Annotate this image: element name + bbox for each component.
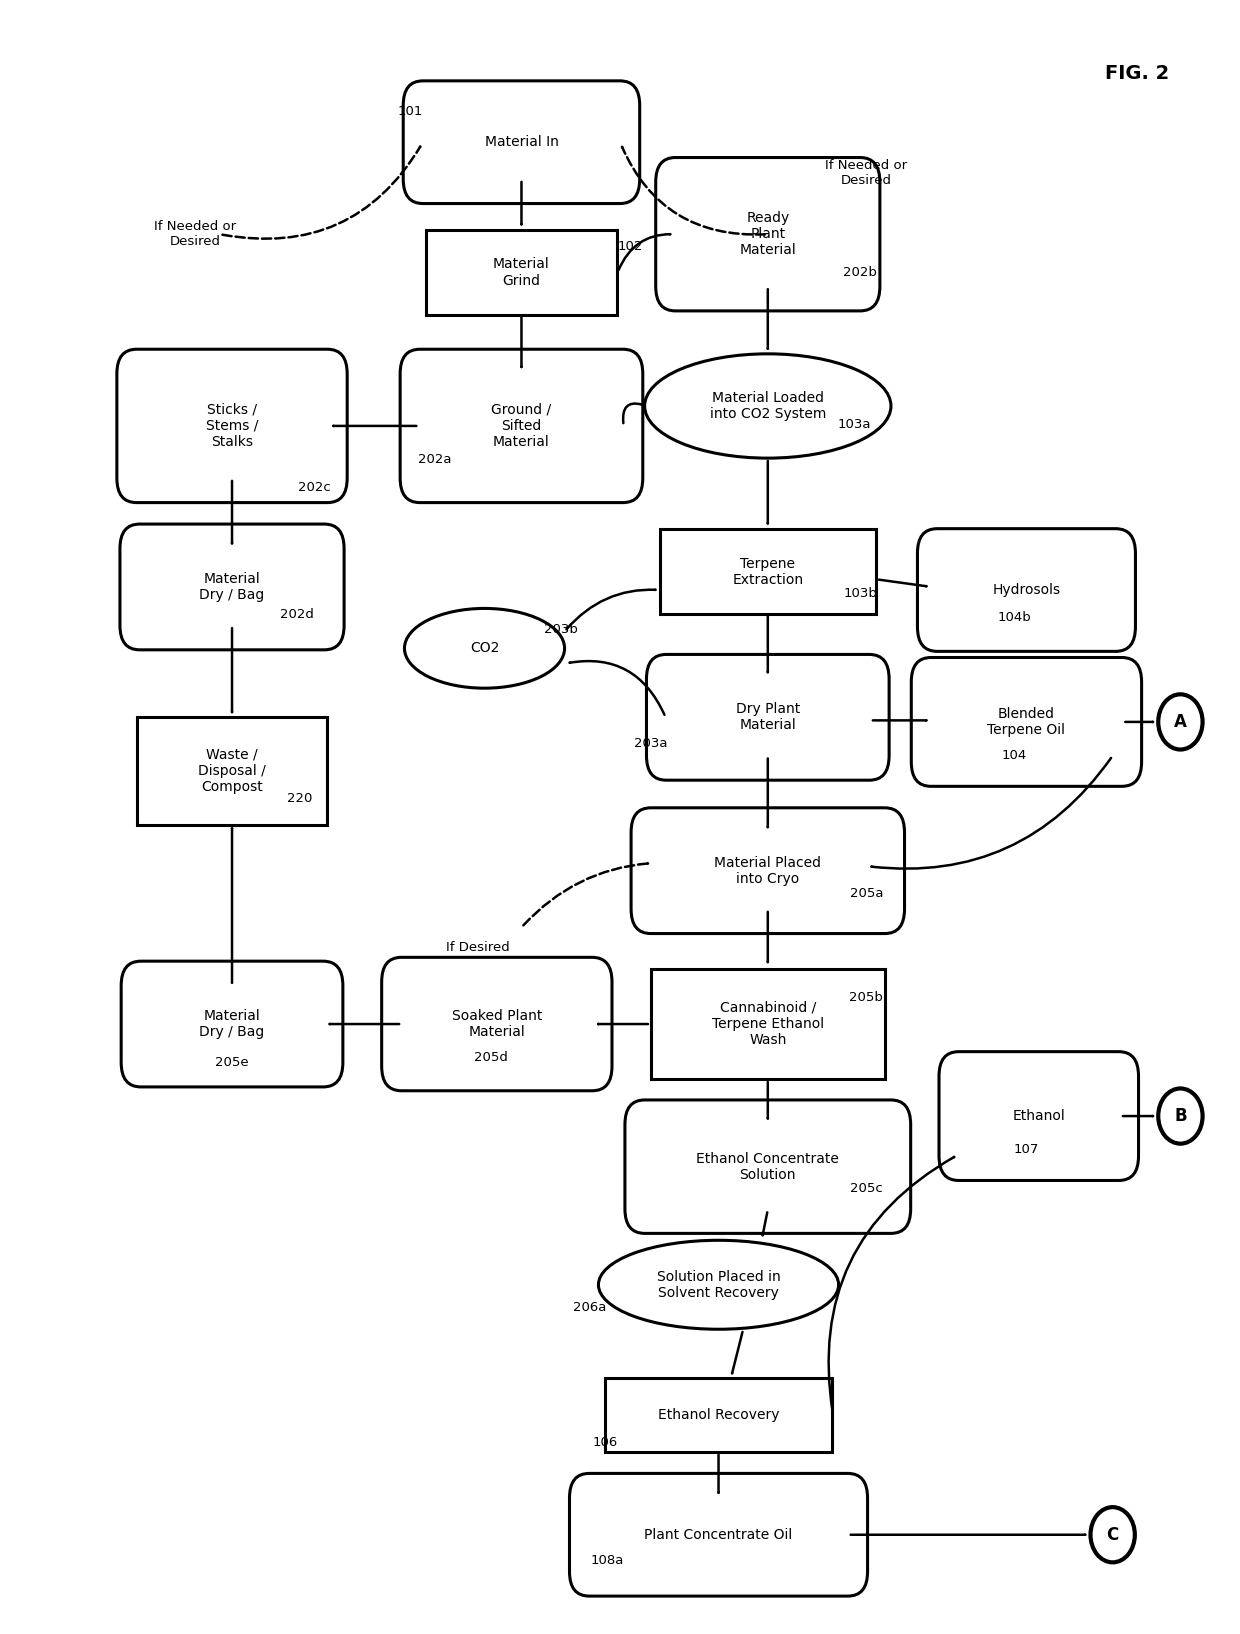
- FancyBboxPatch shape: [122, 961, 343, 1087]
- Text: Material
Grind: Material Grind: [494, 258, 549, 288]
- FancyBboxPatch shape: [403, 80, 640, 204]
- FancyBboxPatch shape: [625, 1100, 910, 1234]
- Text: 206a: 206a: [573, 1301, 606, 1314]
- Text: Sticks /
Stems /
Stalks: Sticks / Stems / Stalks: [206, 402, 258, 449]
- Text: 104: 104: [1002, 748, 1027, 761]
- Text: Terpene
Extraction: Terpene Extraction: [733, 557, 804, 587]
- FancyBboxPatch shape: [939, 1052, 1138, 1180]
- FancyBboxPatch shape: [427, 230, 618, 315]
- Text: If Desired: If Desired: [446, 941, 510, 954]
- Text: Solution Placed in
Solvent Recovery: Solution Placed in Solvent Recovery: [657, 1270, 780, 1301]
- FancyBboxPatch shape: [605, 1379, 832, 1453]
- Text: A: A: [1174, 712, 1187, 730]
- Text: If Needed or
Desired: If Needed or Desired: [826, 158, 908, 186]
- Text: Blended
Terpene Oil: Blended Terpene Oil: [987, 708, 1065, 737]
- FancyBboxPatch shape: [911, 657, 1142, 786]
- Text: 103a: 103a: [837, 418, 870, 431]
- Ellipse shape: [599, 1240, 838, 1328]
- Text: 108a: 108a: [591, 1554, 625, 1567]
- FancyBboxPatch shape: [660, 529, 875, 614]
- Text: 205d: 205d: [474, 1051, 507, 1064]
- Text: 205b: 205b: [849, 992, 883, 1005]
- Text: Waste /
Disposal /
Compost: Waste / Disposal / Compost: [198, 748, 265, 794]
- Circle shape: [1158, 694, 1203, 750]
- FancyBboxPatch shape: [918, 529, 1136, 652]
- FancyBboxPatch shape: [120, 525, 345, 650]
- Text: 205e: 205e: [216, 1056, 249, 1069]
- Text: Hydrosols: Hydrosols: [992, 583, 1060, 596]
- Text: B: B: [1174, 1108, 1187, 1126]
- Text: CO2: CO2: [470, 641, 500, 655]
- Text: 205c: 205c: [849, 1181, 883, 1194]
- FancyBboxPatch shape: [401, 350, 642, 503]
- Text: 203b: 203b: [544, 624, 578, 636]
- Ellipse shape: [404, 608, 564, 688]
- Text: Plant Concentrate Oil: Plant Concentrate Oil: [645, 1528, 792, 1542]
- Text: Ethanol: Ethanol: [1012, 1109, 1065, 1123]
- Text: 106: 106: [593, 1436, 618, 1449]
- Text: 107: 107: [1014, 1144, 1039, 1157]
- Text: Material In: Material In: [485, 136, 558, 149]
- FancyBboxPatch shape: [117, 350, 347, 503]
- Text: C: C: [1106, 1526, 1118, 1544]
- Text: Ready
Plant
Material: Ready Plant Material: [739, 211, 796, 258]
- FancyBboxPatch shape: [656, 157, 880, 310]
- Text: 202d: 202d: [280, 608, 314, 621]
- Text: FIG. 2: FIG. 2: [1105, 64, 1169, 83]
- Text: 104b: 104b: [997, 611, 1030, 624]
- Text: 202b: 202b: [843, 266, 877, 279]
- Text: Material
Dry / Bag: Material Dry / Bag: [200, 572, 264, 601]
- Text: 202a: 202a: [418, 453, 453, 466]
- Text: Ethanol Recovery: Ethanol Recovery: [657, 1409, 779, 1422]
- Text: Dry Plant
Material: Dry Plant Material: [735, 703, 800, 732]
- FancyBboxPatch shape: [651, 969, 885, 1078]
- Text: 202c: 202c: [298, 480, 331, 493]
- Text: 103b: 103b: [843, 587, 877, 600]
- Text: Material Placed
into Cryo: Material Placed into Cryo: [714, 856, 821, 886]
- Text: 220: 220: [288, 792, 312, 806]
- Text: Ground /
Sifted
Material: Ground / Sifted Material: [491, 402, 552, 449]
- Circle shape: [1158, 1088, 1203, 1144]
- Text: 203a: 203a: [634, 737, 667, 750]
- Text: Material Loaded
into CO2 System: Material Loaded into CO2 System: [709, 391, 826, 422]
- Ellipse shape: [645, 355, 892, 458]
- Text: Material
Dry / Bag: Material Dry / Bag: [200, 1008, 264, 1039]
- Text: If Needed or
Desired: If Needed or Desired: [154, 221, 236, 248]
- FancyBboxPatch shape: [382, 958, 613, 1092]
- Text: Cannabinoid /
Terpene Ethanol
Wash: Cannabinoid / Terpene Ethanol Wash: [712, 1002, 823, 1047]
- Circle shape: [1090, 1507, 1135, 1562]
- Text: Ethanol Concentrate
Solution: Ethanol Concentrate Solution: [697, 1152, 839, 1181]
- Text: 102: 102: [618, 240, 642, 253]
- FancyBboxPatch shape: [569, 1474, 868, 1596]
- Text: Soaked Plant
Material: Soaked Plant Material: [451, 1008, 542, 1039]
- FancyBboxPatch shape: [136, 717, 327, 825]
- Text: 101: 101: [398, 105, 423, 118]
- FancyBboxPatch shape: [631, 807, 904, 933]
- Text: 205a: 205a: [849, 887, 883, 900]
- FancyBboxPatch shape: [646, 655, 889, 779]
